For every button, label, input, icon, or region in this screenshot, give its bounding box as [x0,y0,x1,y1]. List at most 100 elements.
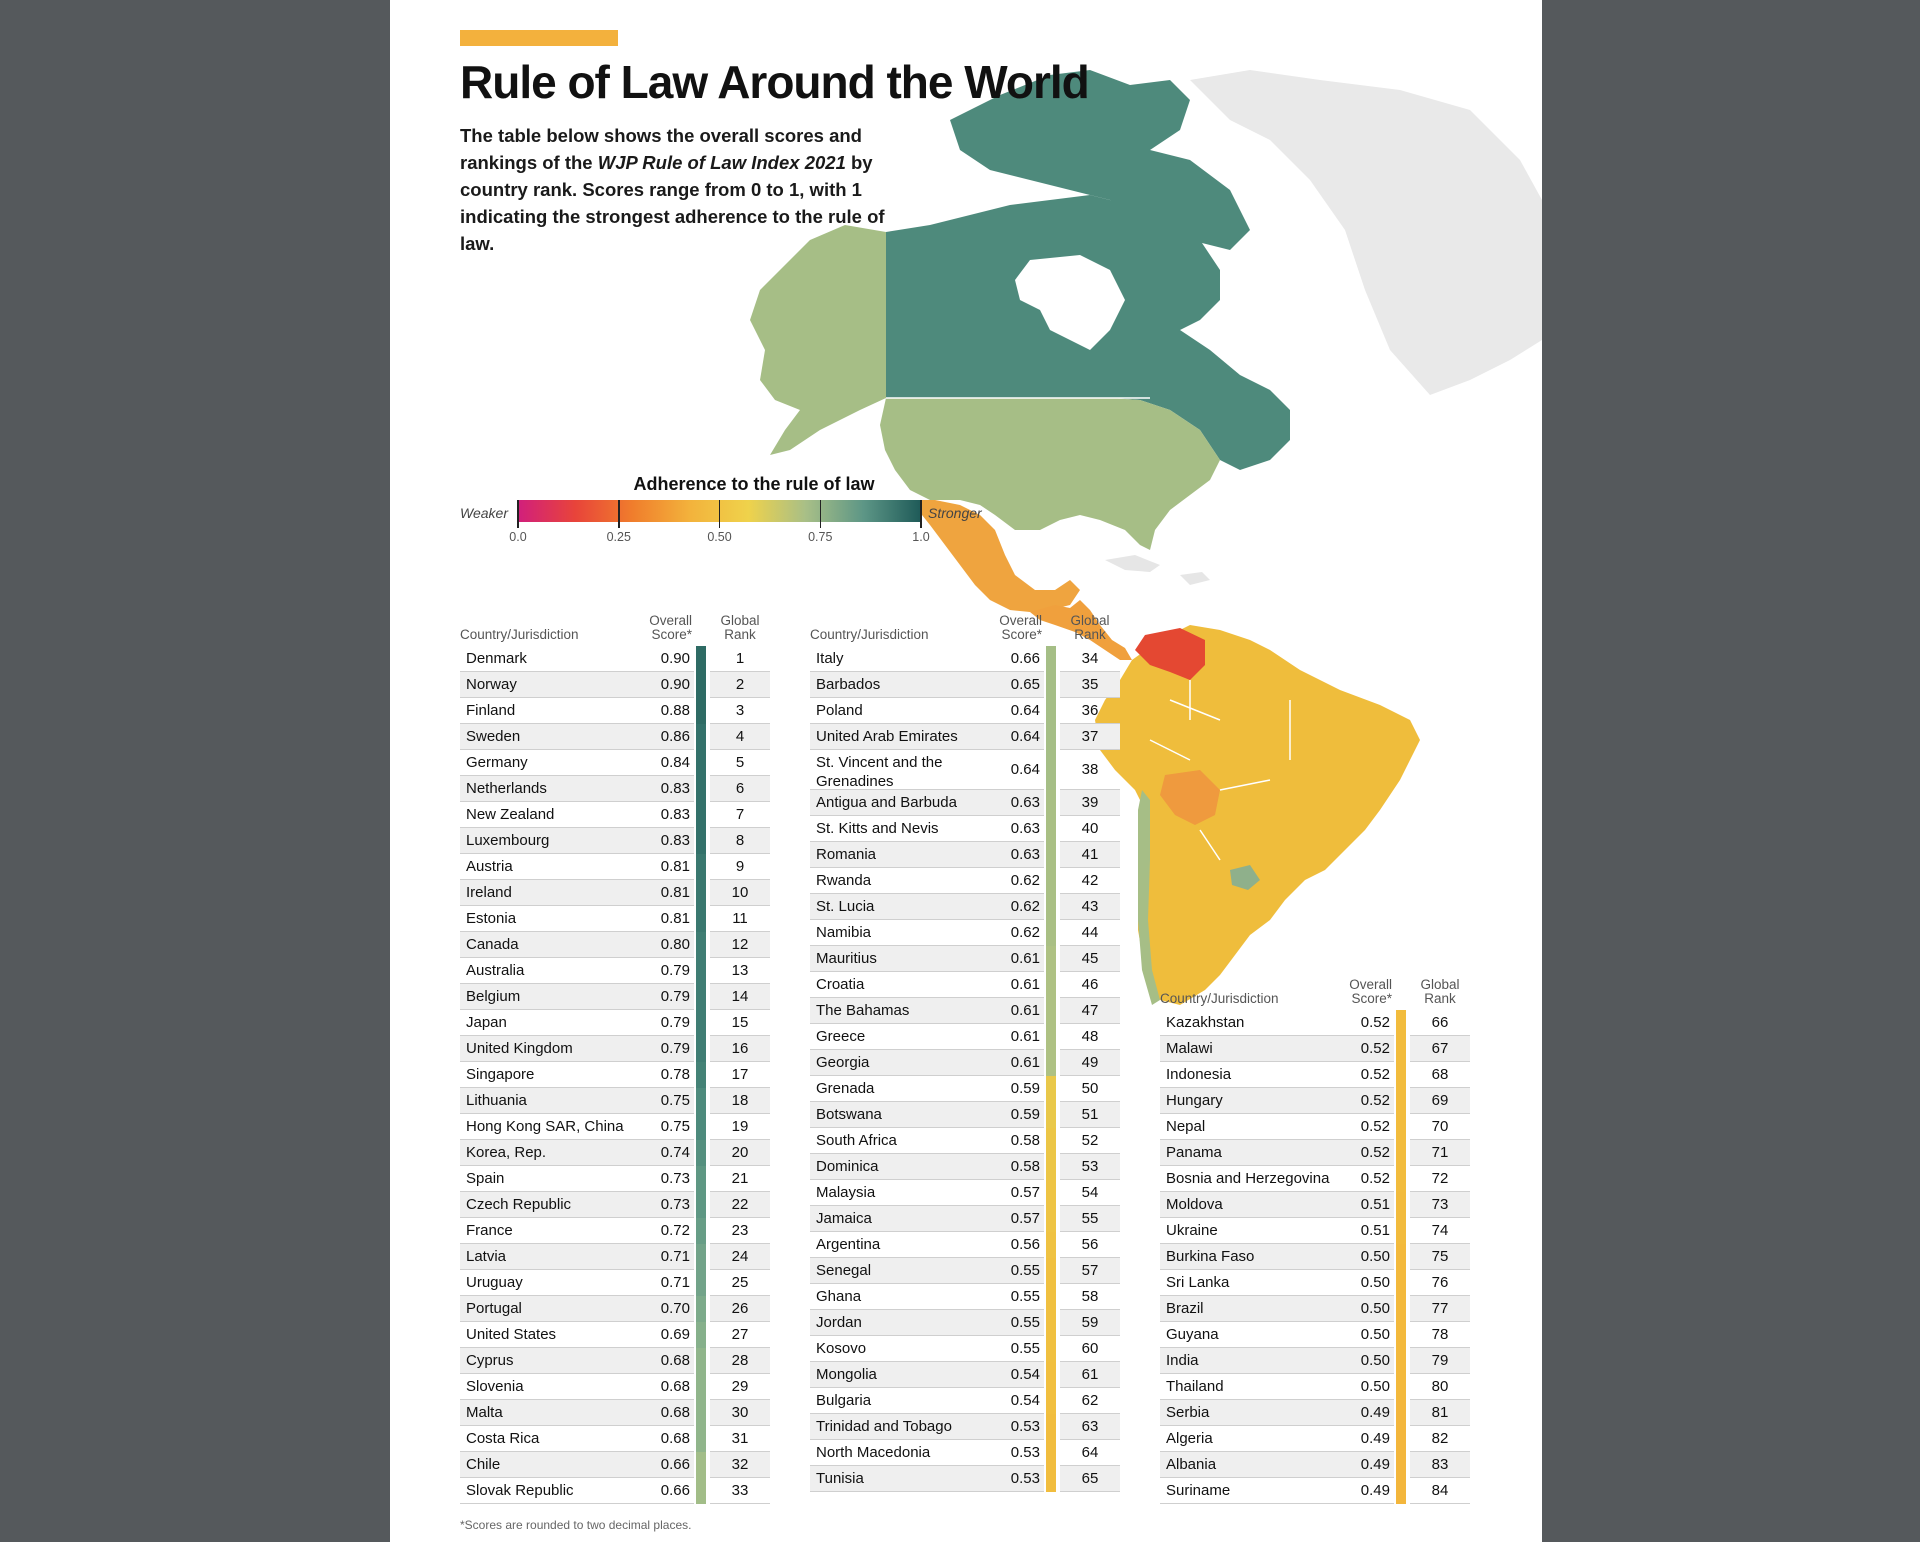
row-divider [1060,789,1120,790]
row-shade [1160,1140,1394,1166]
country-score: 0.52 [1360,1092,1390,1109]
row-shade [460,984,694,1010]
country-rank: 27 [731,1326,749,1343]
map-bolivia [1160,770,1220,825]
table-row: India 0.50 79 [1160,1348,1470,1374]
map-uruguay [1230,865,1260,890]
table-row: Hungary 0.52 69 [1160,1088,1470,1114]
row-divider [810,1075,1044,1076]
country-name: Tunisia [816,1470,864,1487]
country-score: 0.61 [1010,1054,1040,1071]
country-score: 0.49 [1360,1430,1390,1447]
map-south-america [1095,625,1420,1005]
score-color-band [1046,1258,1056,1284]
row-divider [460,931,694,932]
country-score: 0.83 [660,832,690,849]
country-score: 0.62 [1010,898,1040,915]
country-name: Norway [466,676,517,693]
country-rank: 45 [1081,950,1099,967]
row-shade [710,932,770,958]
country-name: Latvia [466,1248,507,1265]
row-shade [710,1088,770,1114]
country-score: 0.68 [660,1352,690,1369]
row-divider [1060,1231,1120,1232]
row-shade [460,1088,694,1114]
row-divider [1410,1217,1470,1218]
country-score: 0.90 [660,650,690,667]
country-name: United Kingdom [466,1040,573,1057]
table-row: St. Vincent and the Grenadines 0.64 38 [810,750,1120,790]
country-rank: 25 [731,1274,749,1291]
table-row: Denmark 0.90 1 [460,646,770,672]
country-score: 0.63 [1010,794,1040,811]
row-shade [810,672,1044,698]
score-color-band [696,724,706,750]
country-score: 0.68 [660,1430,690,1447]
country-score: 0.71 [660,1248,690,1265]
score-color-band [1046,1284,1056,1310]
legend-tick-mark [517,500,519,528]
score-color-band [696,1010,706,1036]
row-divider [810,1309,1044,1310]
row-shade [710,1192,770,1218]
country-name: Antigua and Barbuda [816,794,957,811]
row-divider [1060,697,1120,698]
row-shade [710,1036,770,1062]
country-rank: 4 [735,728,745,745]
score-color-band [1396,1166,1406,1192]
row-divider [1060,1205,1120,1206]
row-divider [1160,1087,1394,1088]
country-score: 0.71 [660,1274,690,1291]
row-divider [710,1191,770,1192]
row-divider [460,697,694,698]
row-shade [810,1050,1044,1076]
row-divider [710,879,770,880]
table-row: Malawi 0.52 67 [1160,1036,1470,1062]
country-name: Slovenia [466,1378,524,1395]
country-name: Belgium [466,988,521,1005]
row-shade [1410,1140,1470,1166]
score-color-band [1046,1154,1056,1180]
country-name: The Bahamas [816,1002,910,1019]
row-divider [1160,1139,1394,1140]
country-name: Suriname [1166,1482,1231,1499]
row-divider [1410,1347,1470,1348]
table-row: United Arab Emirates 0.64 37 [810,724,1120,750]
score-color-band [696,646,706,672]
country-rank: 58 [1081,1288,1099,1305]
row-shade [810,946,1044,972]
country-name: South Africa [816,1132,897,1149]
country-rank: 12 [731,936,749,953]
table-row: Korea, Rep. 0.74 20 [460,1140,770,1166]
country-rank: 46 [1081,976,1099,993]
score-color-band [696,1218,706,1244]
country-name: Jordan [816,1314,862,1331]
row-divider [710,827,770,828]
country-rank: 23 [731,1222,749,1239]
row-divider [1410,1269,1470,1270]
row-divider [710,931,770,932]
row-divider [810,671,1044,672]
table-row: Ukraine 0.51 74 [1160,1218,1470,1244]
country-rank: 83 [1431,1456,1449,1473]
country-rank: 22 [731,1196,749,1213]
row-divider [1160,1061,1394,1062]
table-row: Jamaica 0.57 55 [810,1206,1120,1232]
row-divider [1060,1283,1120,1284]
row-shade [1410,1244,1470,1270]
row-divider [1410,1139,1470,1140]
score-color-band [1046,750,1056,790]
country-name: Greece [816,1028,866,1045]
score-color-band [1396,1270,1406,1296]
table-row: Finland 0.88 3 [460,698,770,724]
page-title: Rule of Law Around the World [460,56,1090,108]
country-score: 0.83 [660,806,690,823]
row-divider [810,945,1044,946]
country-score: 0.52 [1360,1014,1390,1031]
country-score: 0.73 [660,1196,690,1213]
table-row: Grenada 0.59 50 [810,1076,1120,1102]
row-divider [1160,1399,1394,1400]
score-color-band [696,776,706,802]
row-divider [460,1217,694,1218]
